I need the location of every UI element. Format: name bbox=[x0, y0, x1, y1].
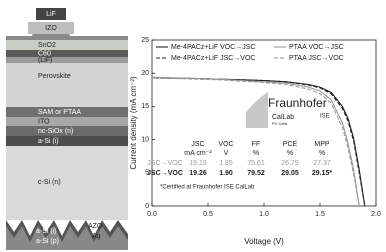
y-tick-label: 0 bbox=[145, 203, 149, 210]
y-tick-label: 15 bbox=[141, 103, 149, 110]
x-tick-label: 0.0 bbox=[147, 211, 157, 218]
layer-label: SnO2 bbox=[38, 42, 56, 49]
y-tick-label: 5 bbox=[145, 170, 149, 177]
layer-label: LiF bbox=[46, 11, 56, 18]
table-cell: 75.61 bbox=[247, 160, 265, 167]
layer-label: SAM or PTAA bbox=[38, 109, 81, 116]
logo-unit: ISE bbox=[320, 114, 330, 120]
layer-label: C60 bbox=[38, 50, 51, 57]
series-line bbox=[151, 76, 360, 207]
legend-label: PTAA VOC→JSC bbox=[289, 44, 344, 51]
x-axis-title: Voltage (V) bbox=[244, 237, 284, 246]
series-line bbox=[151, 77, 366, 207]
x-tick-label: 2.0 bbox=[371, 211, 381, 218]
table-unit: % bbox=[287, 150, 293, 157]
layer-label: c-Si (n) bbox=[38, 179, 61, 186]
layer-label: Ag bbox=[92, 233, 101, 240]
layer-label: ITO bbox=[38, 118, 50, 125]
table-header: JSC bbox=[191, 141, 204, 148]
table-unit: mA cm⁻² bbox=[184, 150, 212, 157]
table-header: PCE bbox=[283, 141, 298, 148]
x-tick-label: 0.5 bbox=[203, 211, 213, 218]
device-stack: LiF Ag IZO Ag SnO2 C60 (LiF) Perovskite … bbox=[6, 8, 128, 250]
table-cell: 29.05 bbox=[281, 170, 299, 177]
layer-label: Ag bbox=[88, 29, 97, 36]
table-cell: 79.52 bbox=[247, 170, 265, 177]
table-cell: JSC→VOC bbox=[147, 170, 183, 177]
layer-label: (LiF) bbox=[38, 57, 52, 64]
table-unit: % bbox=[319, 150, 325, 157]
table-cell: 19.19 bbox=[189, 160, 207, 167]
table-cell: JSC→VOC bbox=[147, 160, 182, 167]
annotation: *Certified at Fraunhofer ISE CalLab bbox=[160, 185, 255, 191]
table-header: VOC bbox=[218, 141, 233, 148]
logo-sub: PV Cells bbox=[272, 121, 287, 126]
layer-label: a-Si (i) bbox=[36, 228, 57, 235]
table-unit: V bbox=[224, 150, 229, 157]
legend-label: PTAA JSC→VOC bbox=[289, 55, 344, 62]
table-cell: 1.85 bbox=[219, 160, 233, 167]
layer-label: Perovskite bbox=[38, 73, 71, 80]
table-header: MPP bbox=[314, 141, 330, 148]
table-unit: % bbox=[253, 150, 259, 157]
x-tick-label: 1.0 bbox=[259, 211, 269, 218]
layer-label: a-Si (i) bbox=[38, 138, 59, 145]
table-cell: 27.37 bbox=[313, 160, 331, 167]
legend-label: Me-4PACz+LiF VOC→JSC bbox=[171, 44, 255, 51]
layer-label: IZO bbox=[45, 25, 57, 32]
table-header: FF bbox=[252, 141, 261, 148]
layer-label: nc-SiOx (n) bbox=[38, 128, 73, 135]
y-tick-label: 10 bbox=[141, 136, 149, 143]
legend-label: Me-4PACz+LiF JSC→VOC bbox=[171, 55, 255, 62]
layer-label: a-Si (p) bbox=[36, 238, 59, 245]
y-tick-label: 20 bbox=[141, 70, 149, 77]
layer-label: Ag bbox=[12, 29, 21, 36]
series-line bbox=[151, 77, 360, 207]
logo: Fraunhofer CalLab PV Cells ISE bbox=[246, 92, 330, 128]
table-cell: 29.15* bbox=[312, 170, 333, 177]
layer-label: AZO bbox=[88, 223, 103, 230]
logo-lab: CalLab bbox=[272, 114, 294, 121]
table-cell: 19.26 bbox=[189, 170, 207, 177]
y-axis-title: Current density (mA cm⁻²) bbox=[129, 76, 138, 169]
table-cell: 26.79 bbox=[281, 160, 299, 167]
logo-name: Fraunhofer bbox=[268, 96, 327, 110]
y-tick-label: 25 bbox=[141, 37, 149, 44]
x-tick-label: 1.5 bbox=[315, 211, 325, 218]
table-cell: 1.90 bbox=[219, 170, 233, 177]
